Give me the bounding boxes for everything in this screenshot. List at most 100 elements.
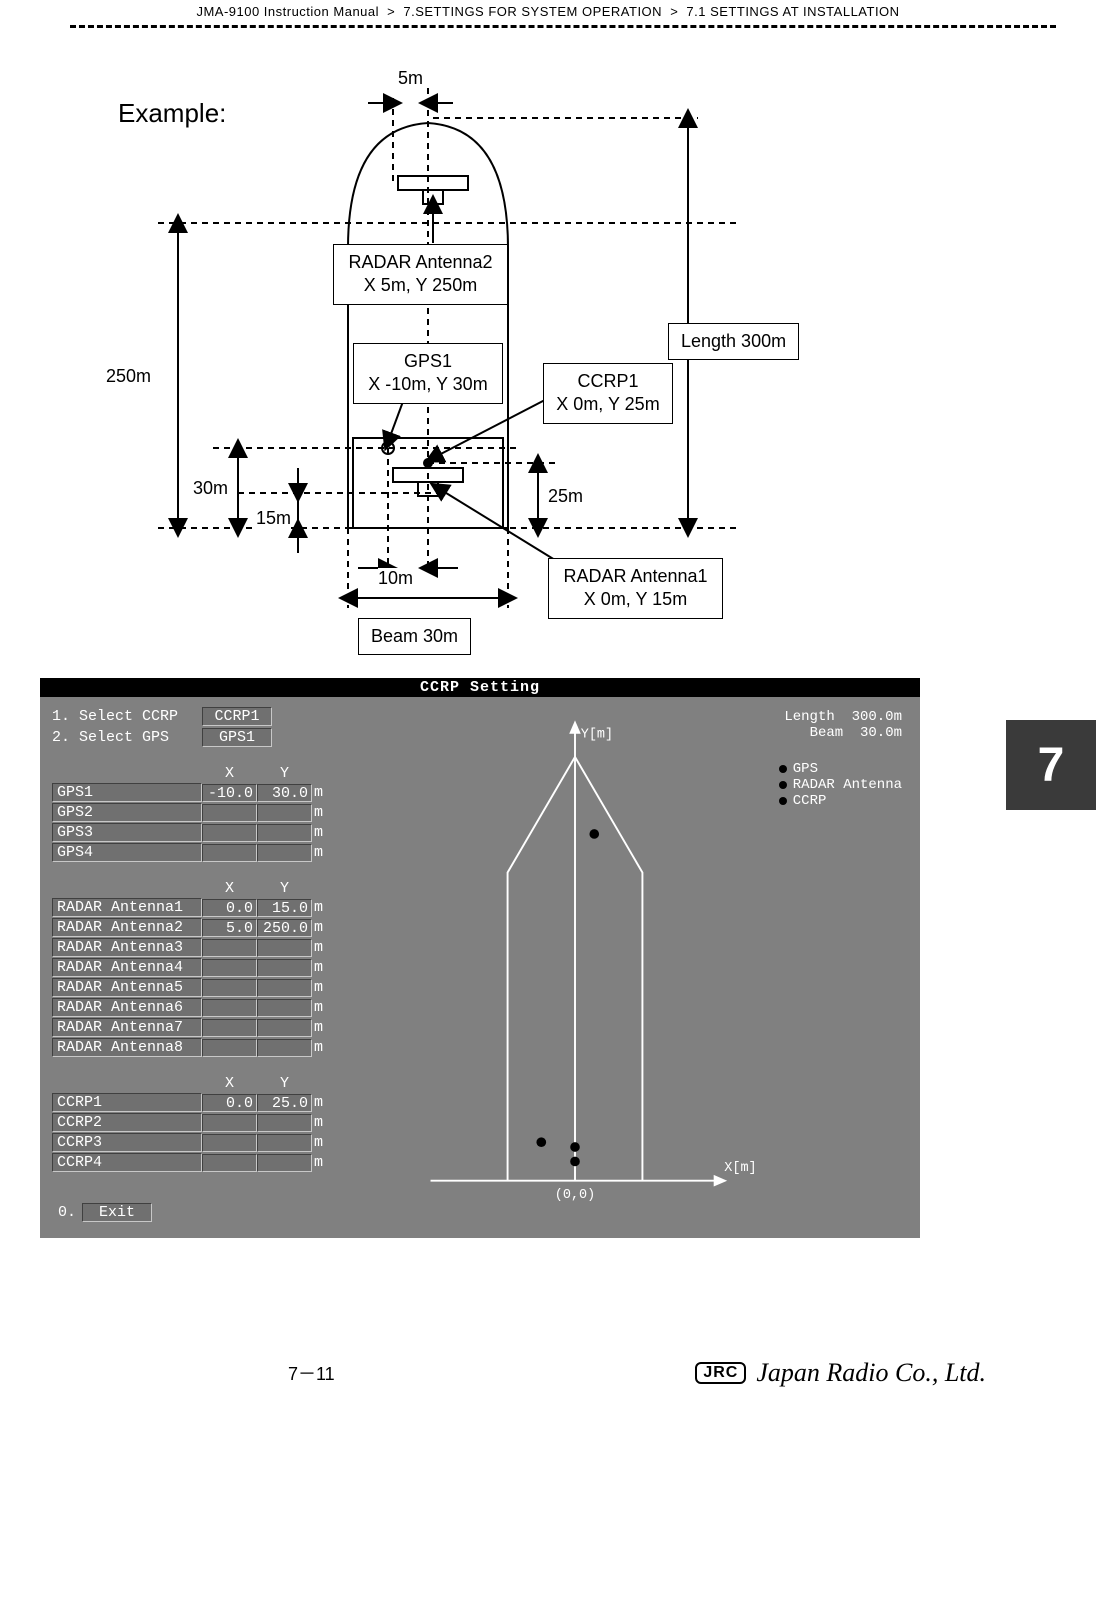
- radar-row: RADAR Antenna25.0250.0m: [52, 918, 382, 937]
- radar-name[interactable]: RADAR Antenna1: [52, 898, 202, 917]
- radar-x[interactable]: [202, 979, 257, 997]
- radar-y[interactable]: 250.0: [257, 919, 312, 937]
- radar-y[interactable]: [257, 1039, 312, 1057]
- gps-y[interactable]: [257, 804, 312, 822]
- radar-y[interactable]: 15.0: [257, 899, 312, 917]
- radar-name[interactable]: RADAR Antenna6: [52, 998, 202, 1017]
- ccrp-row: CCRP4m: [52, 1153, 382, 1172]
- ccrp-name[interactable]: CCRP4: [52, 1153, 202, 1172]
- ccrp-title: CCRP Setting: [40, 678, 920, 697]
- dashed-rule: [70, 25, 1056, 28]
- gps-row: GPS3 m: [52, 823, 382, 842]
- unit-m: m: [312, 979, 330, 996]
- jrc-badge: JRC: [695, 1362, 746, 1384]
- gps-x[interactable]: [202, 804, 257, 822]
- radar2-box: RADAR Antenna2 X 5m, Y 250m: [333, 244, 508, 305]
- ccrp-name[interactable]: CCRP2: [52, 1113, 202, 1132]
- radar-name[interactable]: RADAR Antenna2: [52, 918, 202, 937]
- dim-30m: 30m: [193, 478, 228, 499]
- radar-x[interactable]: [202, 1039, 257, 1057]
- unit-m: m: [312, 1019, 330, 1036]
- ccrp-x[interactable]: [202, 1154, 257, 1172]
- breadcrumb-c: 7.1 SETTINGS AT INSTALLATION: [686, 4, 899, 19]
- select-gps-value[interactable]: GPS1: [202, 728, 272, 747]
- col-y: Y: [257, 1075, 312, 1092]
- beam-box: Beam 30m: [358, 618, 471, 655]
- unit-m: m: [312, 784, 330, 801]
- radar-row: RADAR Antenna3 m: [52, 938, 382, 957]
- radar-x[interactable]: [202, 1019, 257, 1037]
- unit-m: m: [312, 899, 330, 916]
- dim-25m: 25m: [548, 486, 583, 507]
- select-gps-label: 2. Select GPS: [52, 729, 202, 746]
- gps-name[interactable]: GPS3: [52, 823, 202, 842]
- ccrp-x[interactable]: [202, 1114, 257, 1132]
- radar-row: RADAR Antenna4m: [52, 958, 382, 977]
- radar-row: RADAR Antenna10.015.0m: [52, 898, 382, 917]
- radar-name[interactable]: RADAR Antenna8: [52, 1038, 202, 1057]
- ccrp-name[interactable]: CCRP3: [52, 1133, 202, 1152]
- breadcrumb: JMA-9100 Instruction Manual > 7.SETTINGS…: [0, 0, 1096, 23]
- ccrp-row: CCRP10.025.0m: [52, 1093, 382, 1112]
- gps-name[interactable]: GPS4: [52, 843, 202, 862]
- gps-name[interactable]: GPS1: [52, 783, 202, 802]
- jrc-brand: Japan Radio Co., Ltd.: [756, 1358, 986, 1388]
- gps-row: GPS4m: [52, 843, 382, 862]
- ccrp-x[interactable]: [202, 1134, 257, 1152]
- radar-row: RADAR Antenna6m: [52, 998, 382, 1017]
- col-y: Y: [257, 880, 312, 897]
- unit-m: m: [312, 939, 330, 956]
- dim-15m: 15m: [256, 508, 291, 529]
- radar-x[interactable]: [202, 959, 257, 977]
- radar-name[interactable]: RADAR Antenna3: [52, 938, 202, 957]
- radar-name[interactable]: RADAR Antenna5: [52, 978, 202, 997]
- col-x: X: [202, 1075, 257, 1092]
- unit-m: m: [312, 824, 330, 841]
- radar-x[interactable]: 5.0: [202, 919, 257, 937]
- dot-icon: [779, 765, 787, 773]
- gps-y[interactable]: [257, 824, 312, 842]
- ship-diagram: Example:: [98, 68, 998, 668]
- radar-name[interactable]: RADAR Antenna7: [52, 1018, 202, 1037]
- unit-m: m: [312, 1094, 330, 1111]
- radar-x[interactable]: 0.0: [202, 899, 257, 917]
- gps-x[interactable]: -10.0: [202, 784, 257, 802]
- ship-plot: Y[m] X[m] (0,0): [392, 715, 758, 1213]
- ccrp-y[interactable]: [257, 1134, 312, 1152]
- ccrp-y[interactable]: 25.0: [257, 1094, 312, 1112]
- ccrp-setting-panel: CCRP Setting 1. Select CCRP CCRP1 2. Sel…: [40, 678, 920, 1238]
- ccrp-y[interactable]: [257, 1114, 312, 1132]
- gps-row: GPS1-10.030.0m: [52, 783, 382, 802]
- unit-m: m: [312, 919, 330, 936]
- unit-m: m: [312, 804, 330, 821]
- ccrp-row: CCRP3m: [52, 1133, 382, 1152]
- gps-x[interactable]: [202, 844, 257, 862]
- radar-y[interactable]: [257, 999, 312, 1017]
- ccrp-y[interactable]: [257, 1154, 312, 1172]
- dot-icon: [779, 797, 787, 805]
- page-number: 7－11: [288, 1360, 335, 1386]
- ccrp-row: CCRP2m: [52, 1113, 382, 1132]
- radar-x[interactable]: [202, 939, 257, 957]
- gps-y[interactable]: [257, 844, 312, 862]
- ccrp-name[interactable]: CCRP1: [52, 1093, 202, 1112]
- radar-y[interactable]: [257, 1019, 312, 1037]
- radar-y[interactable]: [257, 959, 312, 977]
- radar-y[interactable]: [257, 939, 312, 957]
- col-x: X: [202, 880, 257, 897]
- exit-button[interactable]: Exit: [82, 1203, 152, 1222]
- radar-row: RADAR Antenna8m: [52, 1038, 382, 1057]
- breadcrumb-a: JMA-9100 Instruction Manual: [196, 4, 379, 19]
- gps-name[interactable]: GPS2: [52, 803, 202, 822]
- radar-x[interactable]: [202, 999, 257, 1017]
- gps-y[interactable]: 30.0: [257, 784, 312, 802]
- radar-y[interactable]: [257, 979, 312, 997]
- dim-250m: 250m: [106, 366, 151, 387]
- gps-x[interactable]: [202, 824, 257, 842]
- select-ccrp-value[interactable]: CCRP1: [202, 707, 272, 726]
- radar-row: RADAR Antenna5 m: [52, 978, 382, 997]
- svg-text:(0,0): (0,0): [555, 1188, 595, 1203]
- radar-name[interactable]: RADAR Antenna4: [52, 958, 202, 977]
- ccrp-x[interactable]: 0.0: [202, 1094, 257, 1112]
- svg-text:Y[m]: Y[m]: [581, 728, 613, 743]
